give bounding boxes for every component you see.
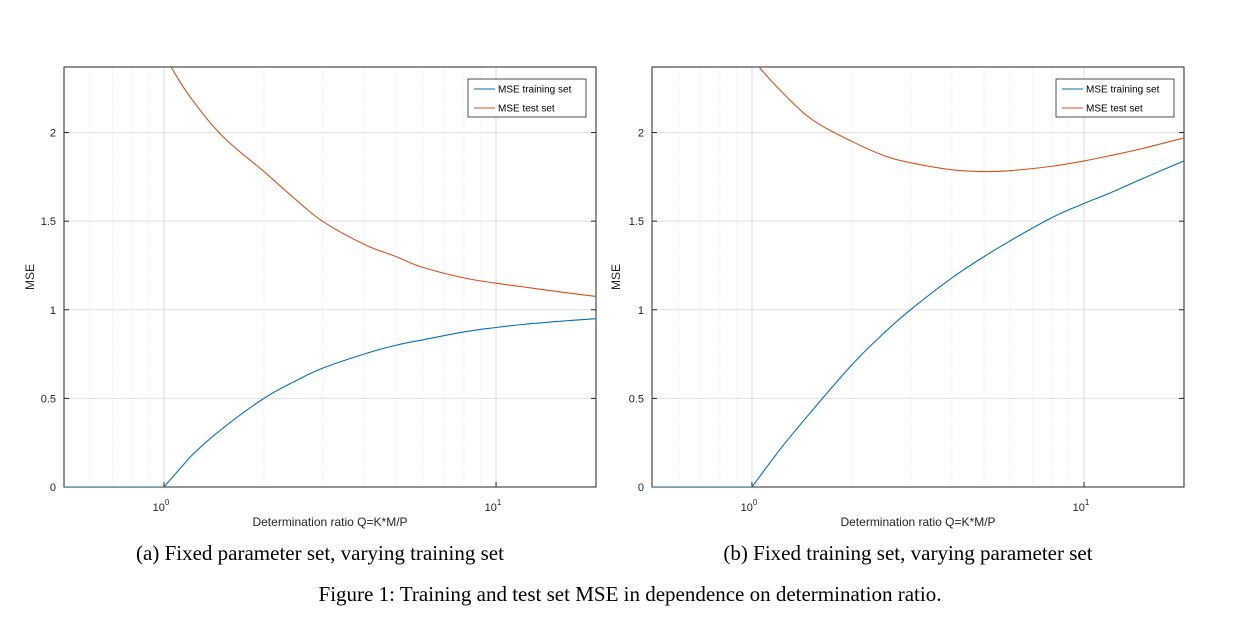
y-tick-label: 1.5 bbox=[629, 216, 644, 228]
y-tick-label: 1 bbox=[638, 305, 644, 317]
x-tick-label: 100 bbox=[741, 498, 758, 514]
y-axis-label: MSE bbox=[23, 264, 37, 290]
axes-box bbox=[63, 66, 597, 488]
plot-area bbox=[64, 67, 596, 487]
y-tick-label: 0.5 bbox=[41, 393, 56, 405]
series-line-training bbox=[652, 160, 1184, 487]
y-tick-label: 0 bbox=[50, 482, 56, 494]
legend-box bbox=[1055, 78, 1175, 118]
legend: MSE training set MSE test set bbox=[1055, 78, 1175, 118]
legend-box bbox=[467, 78, 587, 118]
figure-caption: Figure 1: Training and test set MSE in d… bbox=[318, 582, 942, 606]
subplot-a-caption: (a) Fixed parameter set, varying trainin… bbox=[136, 541, 504, 565]
axes-box bbox=[651, 66, 1185, 488]
chart-a: 0 0.5 1 1.5 2 100 101 Determination ratio Q=K*M… bbox=[23, 66, 597, 529]
legend-label: MSE training set bbox=[498, 85, 572, 96]
chart-b: 0 0.5 1 1.5 2 100 101 Determination ratio Q=K*M… bbox=[609, 66, 1185, 529]
legend-label: MSE test set bbox=[498, 104, 555, 115]
x-tick-label: 101 bbox=[485, 498, 502, 514]
series-line-test bbox=[170, 67, 596, 298]
y-tick-label: 1 bbox=[50, 305, 56, 317]
x-tick-label: 101 bbox=[1073, 498, 1090, 514]
y-tick-label: 2 bbox=[638, 128, 644, 140]
legend: MSE training set MSE test set bbox=[467, 78, 587, 118]
plot-area bbox=[652, 67, 1184, 487]
y-axis-label: MSE bbox=[609, 264, 623, 290]
y-tick-label: 0.5 bbox=[629, 393, 644, 405]
x-axis-label: Determination ratio Q=K*M/P bbox=[252, 515, 407, 529]
legend-label: MSE test set bbox=[1086, 104, 1143, 115]
x-axis-label: Determination ratio Q=K*M/P bbox=[840, 515, 995, 529]
y-tick-label: 0 bbox=[638, 482, 644, 494]
y-tick-label: 1.5 bbox=[41, 216, 56, 228]
series-line-test bbox=[758, 67, 1184, 173]
subplot-b-caption: (b) Fixed training set, varying paramete… bbox=[723, 541, 1093, 565]
x-tick-label: 100 bbox=[153, 498, 170, 514]
series-line-training bbox=[64, 318, 596, 487]
legend-label: MSE training set bbox=[1086, 85, 1160, 96]
y-tick-label: 2 bbox=[50, 128, 56, 140]
